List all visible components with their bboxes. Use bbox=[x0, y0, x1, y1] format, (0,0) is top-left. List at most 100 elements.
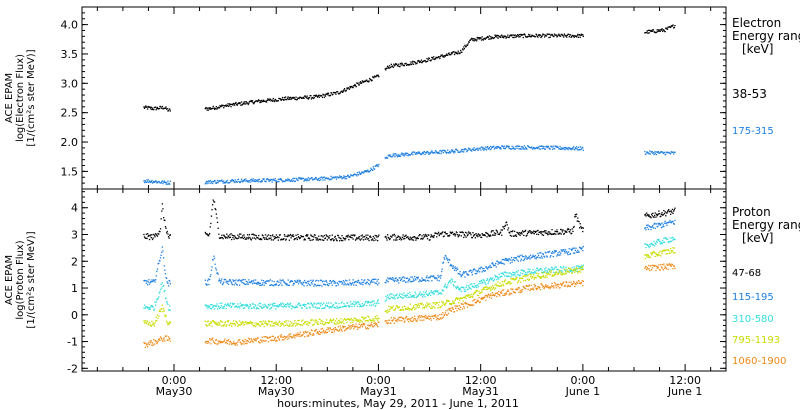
data-point bbox=[393, 280, 396, 283]
data-point bbox=[244, 279, 246, 281]
data-point bbox=[417, 151, 419, 153]
data-point bbox=[363, 171, 365, 173]
data-point bbox=[538, 148, 540, 150]
data-point bbox=[455, 297, 457, 300]
data-point bbox=[528, 257, 530, 259]
data-point bbox=[264, 234, 267, 236]
data-point bbox=[425, 317, 427, 320]
data-point bbox=[660, 215, 662, 217]
data-point bbox=[342, 90, 344, 92]
data-point bbox=[396, 63, 398, 65]
data-point bbox=[230, 180, 232, 182]
data-point bbox=[217, 273, 219, 275]
data-point bbox=[308, 237, 310, 239]
data-point bbox=[148, 283, 151, 285]
data-point bbox=[666, 224, 668, 226]
data-point bbox=[665, 253, 667, 255]
data-point bbox=[470, 38, 472, 40]
data-point bbox=[453, 285, 455, 287]
data-point bbox=[445, 151, 447, 153]
data-point bbox=[351, 302, 354, 305]
data-point bbox=[329, 320, 331, 322]
data-point bbox=[394, 309, 396, 311]
data-point bbox=[307, 335, 309, 337]
data-point bbox=[670, 213, 672, 215]
data-point bbox=[508, 36, 510, 39]
data-point bbox=[443, 303, 445, 305]
data-point bbox=[387, 296, 389, 298]
data-point bbox=[472, 38, 475, 40]
data-point bbox=[458, 305, 461, 307]
data-point bbox=[328, 237, 330, 239]
data-point bbox=[226, 324, 228, 326]
data-point bbox=[277, 323, 279, 325]
data-point bbox=[477, 271, 479, 273]
data-point bbox=[455, 305, 457, 307]
data-point bbox=[668, 240, 670, 243]
data-point bbox=[342, 327, 344, 329]
data-point bbox=[348, 318, 350, 320]
data-point bbox=[443, 286, 445, 288]
data-point bbox=[541, 147, 543, 150]
data-point bbox=[671, 211, 673, 213]
data-point bbox=[325, 305, 327, 307]
data-point bbox=[160, 182, 162, 184]
data-point bbox=[483, 288, 486, 291]
data-point bbox=[655, 213, 658, 215]
data-point bbox=[277, 236, 279, 238]
data-point bbox=[356, 280, 358, 283]
data-point bbox=[247, 234, 249, 236]
data-point bbox=[457, 285, 459, 287]
data-point bbox=[281, 339, 284, 341]
data-point bbox=[581, 267, 583, 269]
data-point bbox=[221, 307, 224, 309]
data-point bbox=[434, 278, 436, 280]
data-point bbox=[255, 238, 257, 240]
data-point bbox=[319, 318, 321, 321]
data-point bbox=[376, 236, 378, 238]
data-point bbox=[500, 272, 502, 275]
data-point bbox=[299, 331, 301, 333]
data-point bbox=[318, 285, 320, 287]
data-point bbox=[149, 106, 151, 108]
data-point bbox=[582, 149, 584, 151]
data-point bbox=[571, 267, 573, 269]
data-point bbox=[577, 149, 579, 151]
data-point bbox=[570, 36, 572, 38]
data-point bbox=[522, 231, 524, 233]
data-point bbox=[166, 108, 168, 110]
data-point bbox=[516, 147, 518, 149]
data-point bbox=[389, 238, 391, 240]
data-point bbox=[212, 182, 214, 185]
data-point bbox=[537, 146, 540, 148]
data-point bbox=[532, 254, 534, 256]
data-point bbox=[649, 150, 651, 152]
data-point bbox=[311, 330, 313, 332]
data-point bbox=[224, 303, 227, 305]
data-point bbox=[221, 283, 224, 286]
data-point bbox=[245, 238, 247, 240]
data-point bbox=[369, 169, 371, 172]
data-point bbox=[356, 175, 358, 177]
data-point bbox=[216, 217, 218, 219]
data-point bbox=[645, 32, 647, 34]
data-point bbox=[252, 303, 254, 305]
data-point bbox=[435, 232, 437, 235]
data-point bbox=[291, 280, 293, 282]
data-point bbox=[249, 237, 251, 239]
data-point bbox=[553, 33, 556, 35]
data-point bbox=[515, 145, 518, 147]
data-point bbox=[313, 303, 315, 305]
data-point bbox=[386, 67, 388, 69]
data-point bbox=[555, 250, 557, 252]
data-point bbox=[238, 235, 240, 237]
data-point bbox=[522, 147, 524, 149]
data-point bbox=[269, 279, 271, 281]
data-point bbox=[161, 210, 163, 212]
data-point bbox=[412, 280, 414, 282]
y-tick-label: 1 bbox=[71, 282, 78, 295]
data-point bbox=[475, 233, 477, 235]
data-point bbox=[482, 288, 484, 291]
data-point bbox=[278, 304, 281, 306]
data-point bbox=[350, 327, 352, 329]
